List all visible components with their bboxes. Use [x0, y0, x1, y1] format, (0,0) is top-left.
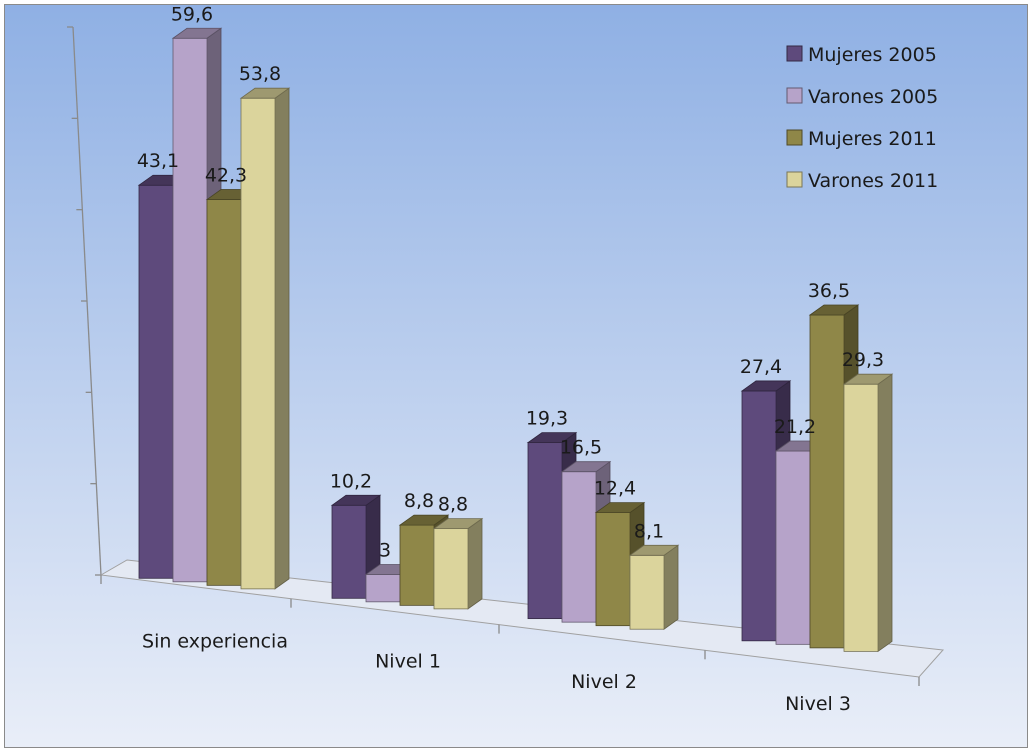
bar-front: [399, 524, 435, 606]
bar-side: [877, 373, 893, 653]
bar-top: [330, 494, 382, 506]
data-label: 19,3: [526, 408, 568, 430]
data-label: 36,5: [808, 280, 850, 302]
bar-side: [274, 87, 290, 590]
axis-layer: [67, 26, 945, 686]
data-label: 42,3: [205, 165, 247, 187]
bar-side: [663, 544, 679, 630]
bar-side: [467, 517, 483, 610]
data-label: 16,5: [560, 437, 602, 459]
data-label: 10,2: [330, 470, 372, 492]
bar-front: [629, 554, 665, 630]
data-label: 27,4: [740, 356, 782, 378]
bar-front: [138, 184, 174, 579]
data-label: 8,8: [404, 490, 434, 512]
bar-top: [526, 432, 578, 444]
legend-label: Varones 2005: [808, 86, 938, 108]
bar-front: [595, 512, 631, 627]
data-label: 59,6: [171, 5, 213, 25]
bar-front: [527, 442, 563, 620]
bar-front: [741, 390, 777, 642]
bar-top: [628, 544, 680, 556]
bar-3-3: [842, 373, 894, 653]
legend-entry: Mujeres 2005: [786, 44, 937, 66]
bar-front: [331, 504, 367, 599]
legend: Mujeres 2005 Varones 2005 Mujeres 2011 Varo…: [786, 44, 938, 192]
bar-1-3: [432, 517, 484, 610]
bars-layer: [137, 27, 894, 653]
bar-front: [433, 528, 469, 610]
category-label: Nivel 3: [785, 693, 851, 715]
bar-2-3: [628, 544, 680, 630]
data-label: 8,1: [634, 520, 664, 542]
data-label: 3: [379, 539, 391, 561]
bar-front: [775, 450, 811, 645]
category-label: Nivel 1: [375, 651, 441, 673]
bar-front: [843, 383, 879, 652]
legend-entry: Mujeres 2011: [786, 128, 937, 150]
bar-front: [172, 37, 208, 583]
bar-0-3: [239, 87, 291, 590]
bar-top: [560, 461, 612, 473]
bar-front: [206, 199, 242, 586]
bar-top: [594, 502, 646, 513]
bar-top: [432, 518, 484, 530]
bar-top: [398, 514, 450, 526]
bar-top: [740, 380, 792, 392]
legend-swatch: [786, 129, 803, 146]
data-label: 43,1: [137, 150, 179, 172]
chart-frame: 43,1 59,6 42,3 53,8 Sin experiencia 10,2 3 8,8 8…: [4, 4, 1028, 748]
bar-top: [239, 87, 291, 99]
data-label: 8,8: [438, 494, 468, 516]
chart-floor: [99, 559, 945, 678]
bar-front: [809, 314, 845, 649]
bar-top: [842, 373, 894, 385]
data-label: 12,4: [594, 478, 636, 500]
data-label: 53,8: [239, 63, 281, 85]
data-label: 21,2: [774, 416, 816, 438]
bar-front: [365, 574, 401, 603]
bar-top: [808, 304, 860, 316]
legend-label: Varones 2011: [808, 170, 938, 192]
bar-top: [171, 27, 223, 39]
legend-swatch: [786, 87, 803, 104]
category-label: Sin experiencia: [142, 631, 288, 653]
legend-entry: Varones 2011: [786, 170, 938, 192]
legend-entry: Varones 2005: [786, 86, 938, 108]
bar-front: [240, 97, 276, 590]
legend-swatch: [786, 45, 803, 62]
category-label: Nivel 2: [571, 671, 637, 693]
legend-label: Mujeres 2005: [808, 44, 937, 66]
data-label: 29,3: [842, 349, 884, 371]
bar-front: [561, 471, 597, 623]
legend-label: Mujeres 2011: [808, 128, 937, 150]
legend-swatch: [786, 171, 803, 188]
